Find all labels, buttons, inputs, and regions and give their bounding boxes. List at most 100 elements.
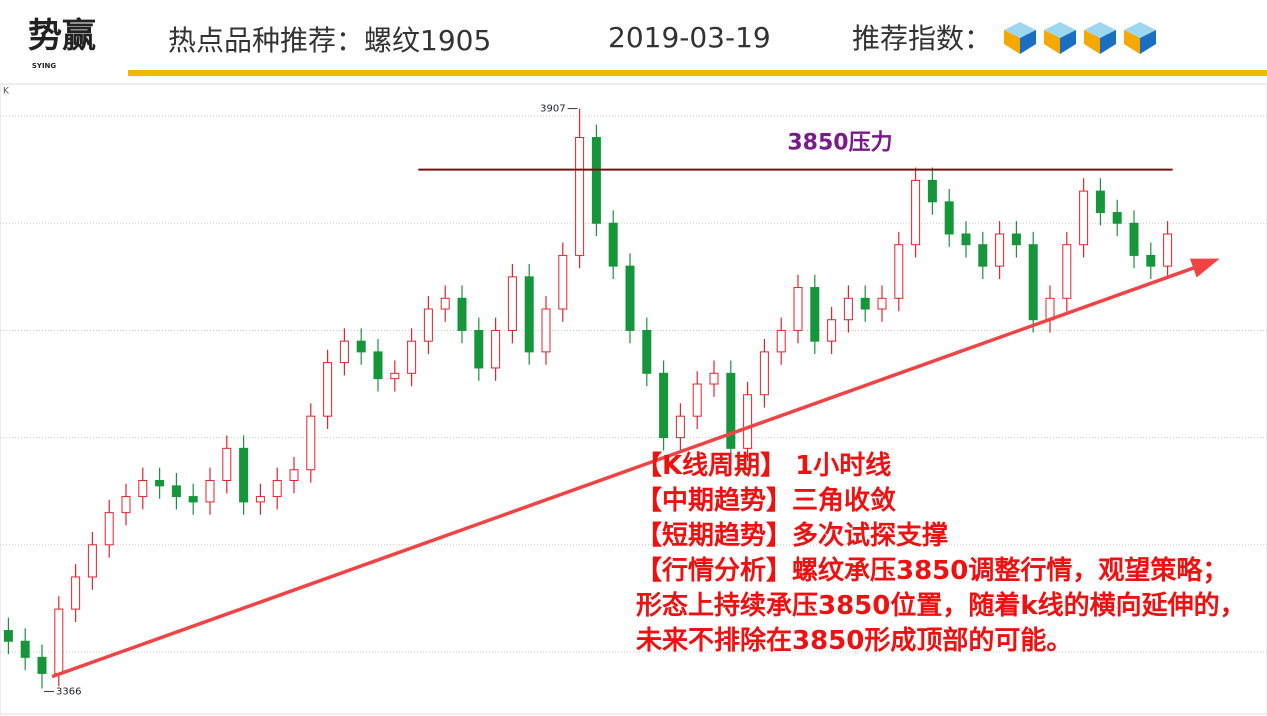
candle-body xyxy=(877,297,887,310)
candle-body xyxy=(289,469,299,481)
candle-body xyxy=(726,372,736,449)
trendline-arrowhead xyxy=(1189,258,1220,278)
candle-body xyxy=(171,485,181,498)
analysis-line: 【K线周期】 1小时线 xyxy=(636,451,892,481)
analysis-line: 【行情分析】螺纹承压3850调整行情，观望策略；形态上持续承压3850位置，随着… xyxy=(636,556,1246,656)
candle-body xyxy=(995,233,1005,267)
candle-body xyxy=(407,340,417,374)
candle-body xyxy=(927,179,937,203)
candle-body xyxy=(507,276,517,331)
analysis: 【K线周期】 1小时线 【中期趋势】三角收敛【短期趋势】多次试探支撑【行情分析】螺… xyxy=(636,449,1248,659)
plot-area xyxy=(0,83,1267,715)
cube-left xyxy=(1124,30,1140,54)
candle-body xyxy=(71,576,81,610)
candle-body xyxy=(793,287,803,331)
candle-body xyxy=(1011,233,1021,246)
axis-label: K xyxy=(3,87,10,97)
header-title: 热点品种推荐：螺纹1905 xyxy=(168,24,491,57)
logo-sub: SYING xyxy=(32,62,57,70)
analysis-line: 【短期趋势】多次试探支撑 xyxy=(636,521,949,551)
candle-body xyxy=(423,308,433,342)
header-rule xyxy=(128,70,1267,76)
candle-body xyxy=(138,479,148,498)
candle-body xyxy=(20,640,30,658)
candle-body xyxy=(642,329,652,374)
candle-body xyxy=(575,137,585,256)
candle-body xyxy=(323,362,333,417)
candle-body xyxy=(104,512,114,546)
candle-body xyxy=(558,254,568,310)
candle-body xyxy=(608,222,618,267)
candle-body xyxy=(1112,212,1122,224)
cube-right xyxy=(1020,30,1036,54)
logo: 势赢 xyxy=(28,16,96,56)
cube-right xyxy=(1060,30,1076,54)
candle-body xyxy=(1163,233,1173,267)
candle-body xyxy=(205,479,215,503)
candle-body xyxy=(37,656,47,674)
candle-body xyxy=(759,351,769,396)
candle-body xyxy=(1045,297,1055,321)
candle-body xyxy=(860,297,870,310)
cube-right xyxy=(1140,30,1156,54)
candle-body xyxy=(978,244,988,267)
candle-body xyxy=(239,447,249,503)
rating-icon xyxy=(1124,22,1156,54)
candle-body xyxy=(524,276,534,353)
analysis-line: 【中期趋势】三角收敛 xyxy=(636,486,897,516)
candle-body xyxy=(222,447,232,481)
candle-body xyxy=(776,329,786,353)
rating-icon xyxy=(1084,22,1116,54)
candle-body xyxy=(440,297,450,310)
candle-body xyxy=(87,544,97,578)
resistance-label: 3850压力 xyxy=(787,131,892,156)
candle-body xyxy=(1146,254,1156,267)
candle-body xyxy=(1028,244,1038,321)
candle-body xyxy=(339,340,349,364)
candle-body xyxy=(961,233,971,246)
candle-body xyxy=(894,244,904,299)
cube-left xyxy=(1004,30,1020,54)
candle-body xyxy=(827,319,837,342)
candle-body xyxy=(1129,222,1139,256)
header-date: 2019-03-19 xyxy=(608,21,771,54)
candle-body xyxy=(155,479,165,487)
rating-label: 推荐指数： xyxy=(852,22,992,55)
candle-body xyxy=(255,496,265,503)
candle-body xyxy=(491,329,501,369)
low-label: 3366 xyxy=(56,686,81,697)
candle-body xyxy=(457,297,467,331)
cube-left xyxy=(1084,30,1100,54)
candle-body xyxy=(306,415,316,471)
candle-body xyxy=(1095,190,1105,214)
cube-left xyxy=(1044,30,1060,54)
candle-body xyxy=(591,137,601,224)
candle-body xyxy=(1062,244,1072,299)
candle-body xyxy=(810,287,820,342)
candle-body xyxy=(1079,190,1089,246)
trendline xyxy=(51,266,1194,679)
candle-body xyxy=(911,179,921,246)
candle-body xyxy=(944,201,954,235)
candle-body xyxy=(373,351,383,380)
candle-body xyxy=(541,308,551,353)
rating-icon xyxy=(1044,22,1076,54)
candle-body xyxy=(659,372,669,439)
candle-body xyxy=(3,630,13,642)
high-label: 3907 xyxy=(540,104,565,115)
candle-body xyxy=(675,415,685,439)
candle-body xyxy=(54,608,64,674)
candle-body xyxy=(692,383,702,417)
candle-body xyxy=(121,496,131,514)
candle-body xyxy=(474,329,484,369)
candle-body xyxy=(843,297,853,321)
candle-body xyxy=(625,265,635,331)
candle-body xyxy=(272,479,282,498)
candle-body xyxy=(356,340,366,353)
candle-body xyxy=(188,496,198,503)
candle-body xyxy=(390,372,400,380)
candle-body xyxy=(709,372,719,385)
rating-icon xyxy=(1004,22,1036,54)
